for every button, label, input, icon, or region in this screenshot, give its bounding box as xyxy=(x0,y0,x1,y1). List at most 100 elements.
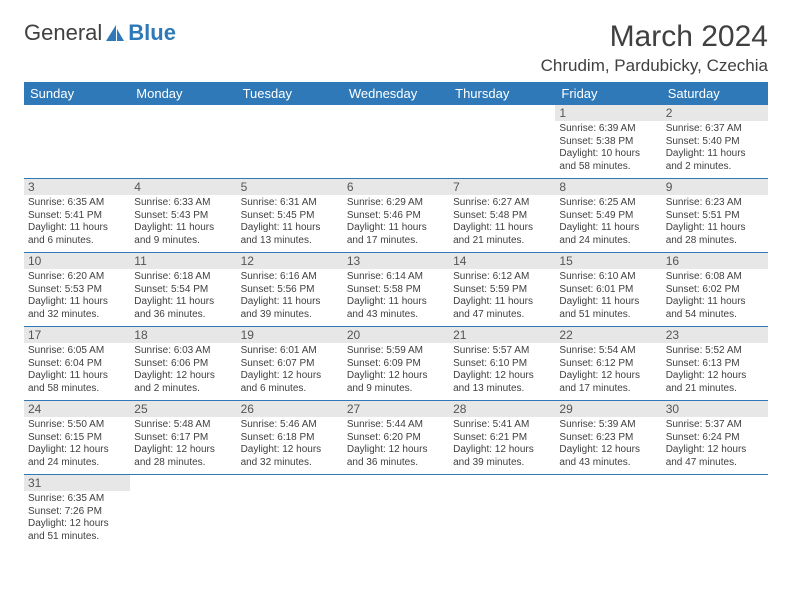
day-sunrise: Sunrise: 6:12 AM xyxy=(453,271,551,284)
day-details: Sunrise: 6:05 AMSunset: 6:04 PMDaylight:… xyxy=(24,343,130,398)
day-sunrise: Sunrise: 6:39 AM xyxy=(559,123,657,136)
day-day1: Daylight: 12 hours xyxy=(559,370,657,383)
day-day1: Daylight: 11 hours xyxy=(134,222,232,235)
day-sunset: Sunset: 6:12 PM xyxy=(559,358,657,371)
day-sunrise: Sunrise: 6:08 AM xyxy=(666,271,764,284)
day-day1: Daylight: 12 hours xyxy=(28,518,126,531)
day-sunset: Sunset: 6:07 PM xyxy=(241,358,339,371)
day-day2: and 32 minutes. xyxy=(241,457,339,470)
day-day2: and 13 minutes. xyxy=(453,383,551,396)
day-sunset: Sunset: 6:21 PM xyxy=(453,432,551,445)
day-day2: and 17 minutes. xyxy=(347,235,445,248)
calendar-cell: 19Sunrise: 6:01 AMSunset: 6:07 PMDayligh… xyxy=(237,327,343,401)
day-sunrise: Sunrise: 6:33 AM xyxy=(134,197,232,210)
day-details: Sunrise: 6:10 AMSunset: 6:01 PMDaylight:… xyxy=(555,269,661,324)
day-day2: and 43 minutes. xyxy=(559,457,657,470)
day-day2: and 51 minutes. xyxy=(28,531,126,544)
logo: General Blue xyxy=(24,20,176,46)
day-details: Sunrise: 6:27 AMSunset: 5:48 PMDaylight:… xyxy=(449,195,555,250)
day-sunrise: Sunrise: 5:52 AM xyxy=(666,345,764,358)
day-details: Sunrise: 6:01 AMSunset: 6:07 PMDaylight:… xyxy=(237,343,343,398)
calendar-cell: 27Sunrise: 5:44 AMSunset: 6:20 PMDayligh… xyxy=(343,401,449,475)
day-sunset: Sunset: 6:04 PM xyxy=(28,358,126,371)
calendar-row: 10Sunrise: 6:20 AMSunset: 5:53 PMDayligh… xyxy=(24,253,768,327)
calendar-table: SundayMondayTuesdayWednesdayThursdayFrid… xyxy=(24,82,768,548)
day-number: 2 xyxy=(662,105,768,121)
weekday-header: Wednesday xyxy=(343,82,449,105)
day-day1: Daylight: 12 hours xyxy=(134,444,232,457)
day-sunset: Sunset: 5:59 PM xyxy=(453,284,551,297)
day-sunset: Sunset: 5:51 PM xyxy=(666,210,764,223)
day-day2: and 39 minutes. xyxy=(241,309,339,322)
calendar-cell-empty xyxy=(555,475,661,549)
calendar-cell: 9Sunrise: 6:23 AMSunset: 5:51 PMDaylight… xyxy=(662,179,768,253)
day-number: 17 xyxy=(24,327,130,343)
calendar-cell: 20Sunrise: 5:59 AMSunset: 6:09 PMDayligh… xyxy=(343,327,449,401)
day-day2: and 6 minutes. xyxy=(28,235,126,248)
day-day1: Daylight: 12 hours xyxy=(453,444,551,457)
day-number: 31 xyxy=(24,475,130,491)
day-sunrise: Sunrise: 6:14 AM xyxy=(347,271,445,284)
day-sunset: Sunset: 5:48 PM xyxy=(453,210,551,223)
day-details: Sunrise: 6:25 AMSunset: 5:49 PMDaylight:… xyxy=(555,195,661,250)
day-number: 5 xyxy=(237,179,343,195)
day-day1: Daylight: 12 hours xyxy=(28,444,126,457)
day-details: Sunrise: 6:31 AMSunset: 5:45 PMDaylight:… xyxy=(237,195,343,250)
calendar-cell: 7Sunrise: 6:27 AMSunset: 5:48 PMDaylight… xyxy=(449,179,555,253)
day-sunrise: Sunrise: 6:10 AM xyxy=(559,271,657,284)
day-details: Sunrise: 5:44 AMSunset: 6:20 PMDaylight:… xyxy=(343,417,449,472)
calendar-cell-empty xyxy=(449,105,555,179)
day-day1: Daylight: 11 hours xyxy=(666,222,764,235)
day-sunrise: Sunrise: 5:48 AM xyxy=(134,419,232,432)
day-sunset: Sunset: 6:09 PM xyxy=(347,358,445,371)
day-sunset: Sunset: 6:18 PM xyxy=(241,432,339,445)
calendar-cell-empty xyxy=(237,105,343,179)
day-day2: and 47 minutes. xyxy=(666,457,764,470)
header-bar: General Blue March 2024 Chrudim, Pardubi… xyxy=(24,20,768,76)
day-day1: Daylight: 11 hours xyxy=(666,296,764,309)
day-details: Sunrise: 6:35 AMSunset: 7:26 PMDaylight:… xyxy=(24,491,130,546)
day-details: Sunrise: 5:48 AMSunset: 6:17 PMDaylight:… xyxy=(130,417,236,472)
day-details: Sunrise: 6:20 AMSunset: 5:53 PMDaylight:… xyxy=(24,269,130,324)
day-sunrise: Sunrise: 5:37 AM xyxy=(666,419,764,432)
day-day2: and 24 minutes. xyxy=(28,457,126,470)
calendar-row: 3Sunrise: 6:35 AMSunset: 5:41 PMDaylight… xyxy=(24,179,768,253)
calendar-cell: 12Sunrise: 6:16 AMSunset: 5:56 PMDayligh… xyxy=(237,253,343,327)
day-details: Sunrise: 5:54 AMSunset: 6:12 PMDaylight:… xyxy=(555,343,661,398)
day-sunrise: Sunrise: 6:25 AM xyxy=(559,197,657,210)
day-day1: Daylight: 12 hours xyxy=(347,444,445,457)
sail-icon xyxy=(104,23,126,43)
day-sunset: Sunset: 6:13 PM xyxy=(666,358,764,371)
day-day1: Daylight: 12 hours xyxy=(241,444,339,457)
day-details: Sunrise: 6:37 AMSunset: 5:40 PMDaylight:… xyxy=(662,121,768,176)
calendar-cell: 1Sunrise: 6:39 AMSunset: 5:38 PMDaylight… xyxy=(555,105,661,179)
day-day2: and 36 minutes. xyxy=(347,457,445,470)
calendar-cell: 2Sunrise: 6:37 AMSunset: 5:40 PMDaylight… xyxy=(662,105,768,179)
day-day1: Daylight: 11 hours xyxy=(241,296,339,309)
day-details: Sunrise: 5:41 AMSunset: 6:21 PMDaylight:… xyxy=(449,417,555,472)
day-sunrise: Sunrise: 6:03 AM xyxy=(134,345,232,358)
day-sunset: Sunset: 5:40 PM xyxy=(666,136,764,149)
day-details: Sunrise: 6:23 AMSunset: 5:51 PMDaylight:… xyxy=(662,195,768,250)
day-details: Sunrise: 6:29 AMSunset: 5:46 PMDaylight:… xyxy=(343,195,449,250)
day-sunrise: Sunrise: 6:29 AM xyxy=(347,197,445,210)
day-sunset: Sunset: 6:17 PM xyxy=(134,432,232,445)
weekday-header: Saturday xyxy=(662,82,768,105)
day-day2: and 9 minutes. xyxy=(134,235,232,248)
day-details: Sunrise: 5:59 AMSunset: 6:09 PMDaylight:… xyxy=(343,343,449,398)
calendar-cell: 3Sunrise: 6:35 AMSunset: 5:41 PMDaylight… xyxy=(24,179,130,253)
day-details: Sunrise: 5:37 AMSunset: 6:24 PMDaylight:… xyxy=(662,417,768,472)
day-sunrise: Sunrise: 6:20 AM xyxy=(28,271,126,284)
day-day2: and 58 minutes. xyxy=(28,383,126,396)
weekday-header: Sunday xyxy=(24,82,130,105)
day-details: Sunrise: 6:16 AMSunset: 5:56 PMDaylight:… xyxy=(237,269,343,324)
day-details: Sunrise: 6:18 AMSunset: 5:54 PMDaylight:… xyxy=(130,269,236,324)
calendar-cell: 17Sunrise: 6:05 AMSunset: 6:04 PMDayligh… xyxy=(24,327,130,401)
day-number: 10 xyxy=(24,253,130,269)
day-day1: Daylight: 12 hours xyxy=(666,444,764,457)
day-number: 6 xyxy=(343,179,449,195)
day-sunset: Sunset: 5:45 PM xyxy=(241,210,339,223)
day-day1: Daylight: 11 hours xyxy=(347,296,445,309)
day-number: 25 xyxy=(130,401,236,417)
day-sunset: Sunset: 6:06 PM xyxy=(134,358,232,371)
